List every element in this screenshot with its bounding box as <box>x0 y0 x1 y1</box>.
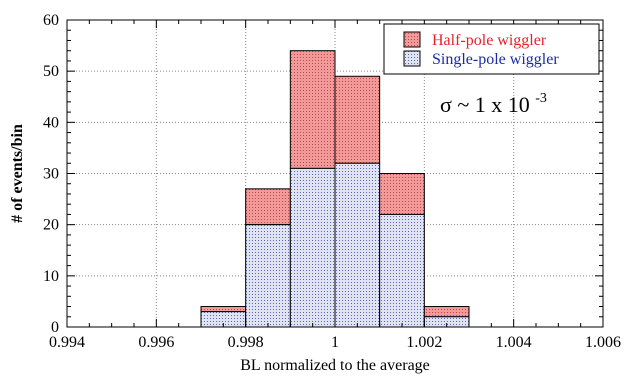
x-tick-labels: 0.994 0.996 0.998 1 1.002 1.004 1.006 <box>49 334 621 351</box>
axis-ticks <box>66 19 604 328</box>
bar-single-pole <box>334 162 381 328</box>
legend-label-single-pole: Single-pole wiggler <box>432 51 559 68</box>
bar-half-pole <box>334 75 381 164</box>
x-axis-label: BL normalized to the average <box>240 357 430 374</box>
y-tick-label: 10 <box>43 268 59 285</box>
x-tick-label: 0.998 <box>228 334 264 351</box>
legend: Half-pole wiggler Single-pole wiggler <box>383 23 600 75</box>
legend-label-half-pole: Half-pole wiggler <box>432 32 547 49</box>
x-tick-label: 0.996 <box>138 334 174 351</box>
bars-group <box>200 50 470 328</box>
bar-half-pole <box>379 173 425 215</box>
y-tick-label: 60 <box>43 12 59 29</box>
legend-swatch-half-pole <box>403 31 421 48</box>
bar-half-pole <box>423 306 470 318</box>
legend-swatch-single-pole <box>403 50 421 67</box>
bar-half-pole <box>289 50 336 169</box>
sigma-annotation: σ ~ 1 x 10 -3 <box>440 91 547 117</box>
y-tick-label: 20 <box>43 217 59 234</box>
y-tick-label: 50 <box>43 63 59 80</box>
y-axis-label: # of events/bin <box>9 124 26 223</box>
x-tick-label: 0.994 <box>49 334 85 351</box>
sigma-annotation-exponent: -3 <box>535 91 547 106</box>
bar-half-pole <box>200 306 247 313</box>
y-tick-label: 30 <box>43 166 59 183</box>
x-tick-label: 1 <box>331 334 339 351</box>
bar-half-pole <box>245 188 291 226</box>
x-tick-label: 1.006 <box>585 334 621 351</box>
x-tick-label: 1.004 <box>496 334 532 351</box>
bar-single-pole <box>289 167 336 328</box>
y-tick-label: 0 <box>51 319 59 336</box>
sigma-annotation-base: σ ~ 1 x 10 <box>440 92 530 117</box>
bar-single-pole <box>245 224 291 328</box>
x-tick-label: 1.002 <box>406 334 442 351</box>
y-tick-label: 40 <box>43 114 59 131</box>
y-tick-labels: 0 10 20 30 40 50 60 <box>43 12 59 336</box>
bar-single-pole <box>379 213 425 328</box>
